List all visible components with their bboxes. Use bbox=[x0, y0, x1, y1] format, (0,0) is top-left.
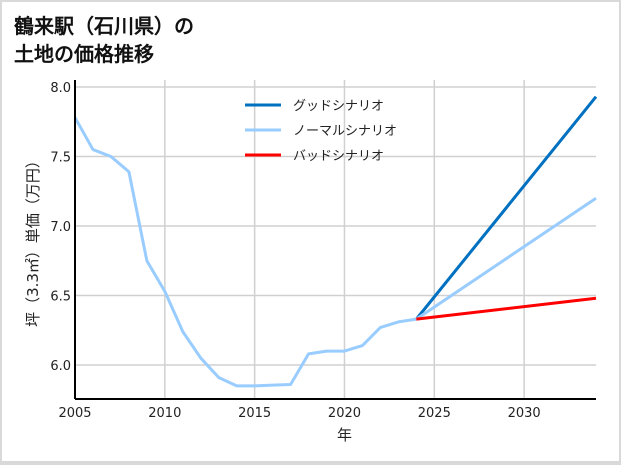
x-tick-label: 2005 bbox=[58, 406, 91, 421]
x-axis-label: 年 bbox=[337, 426, 352, 444]
series-line bbox=[416, 296, 597, 321]
title-line-1: 鶴来駅（石川県）の bbox=[14, 14, 194, 38]
x-tick-label: 2015 bbox=[238, 406, 271, 421]
y-tick-label: 8.0 bbox=[50, 81, 71, 96]
x-tick-label: 2025 bbox=[418, 406, 451, 421]
x-tick-label: 2010 bbox=[148, 406, 181, 421]
x-tick-label: 2030 bbox=[508, 406, 541, 421]
series-line bbox=[73, 116, 597, 388]
y-tick-label: 6.5 bbox=[50, 290, 71, 305]
title-line-2: 土地の価格推移 bbox=[14, 42, 154, 66]
legend-label: グッドシナリオ bbox=[293, 99, 384, 114]
y-tick-label: 7.0 bbox=[50, 220, 71, 235]
chart-title: 鶴来駅（石川県）の 土地の価格推移 bbox=[14, 12, 194, 68]
x-tick-label: 2020 bbox=[328, 406, 361, 421]
legend-label: バッドシナリオ bbox=[293, 149, 384, 164]
y-axis-label: 坪（3.3㎡）単価（万円） bbox=[24, 153, 42, 327]
series-line bbox=[415, 95, 598, 321]
y-tick-label: 7.5 bbox=[50, 151, 71, 166]
legend-label: ノーマルシナリオ bbox=[293, 124, 397, 139]
y-tick-label: 6.0 bbox=[50, 359, 71, 374]
